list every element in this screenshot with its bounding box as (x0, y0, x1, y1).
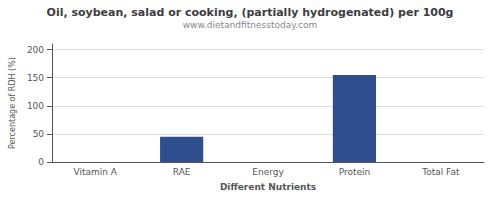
svg-text:150: 150 (27, 73, 44, 83)
svg-text:Percentage of RDH (%): Percentage of RDH (%) (8, 57, 17, 149)
svg-text:50: 50 (33, 129, 45, 139)
svg-text:0: 0 (38, 157, 44, 167)
svg-text:Vitamin A: Vitamin A (74, 167, 118, 177)
svg-text:RAE: RAE (173, 167, 191, 177)
svg-text:www.dietandfitnesstoday.com: www.dietandfitnesstoday.com (183, 20, 318, 30)
svg-text:Total Fat: Total Fat (421, 167, 460, 177)
svg-text:200: 200 (27, 45, 44, 55)
svg-text:Energy: Energy (252, 167, 284, 177)
svg-text:100: 100 (27, 101, 44, 111)
svg-text:Different Nutrients: Different Nutrients (220, 182, 316, 192)
svg-text:Protein: Protein (339, 167, 371, 177)
svg-text:Oil, soybean, salad or cooking: Oil, soybean, salad or cooking, (partial… (47, 6, 454, 19)
